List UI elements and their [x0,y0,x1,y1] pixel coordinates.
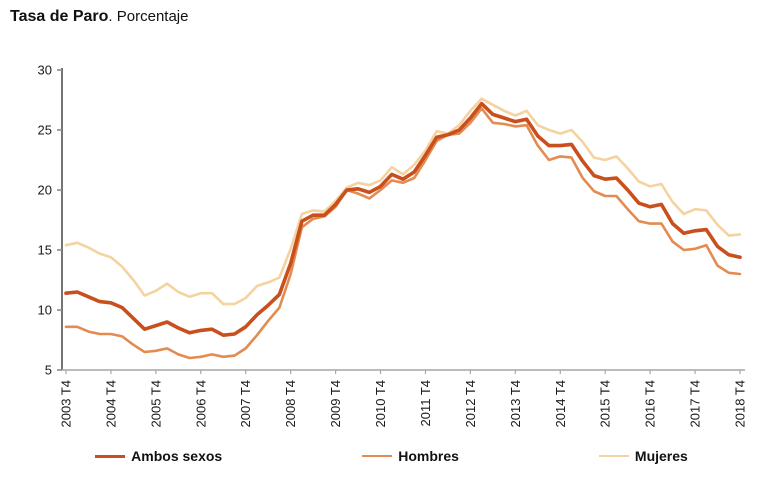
x-tick-label: 2005 T4 [148,380,163,427]
line-ambos-sexos [64,101,742,338]
x-tick-label: 2018 T4 [733,380,748,427]
chart-legend: Ambos sexos Hombres Mujeres [0,441,783,471]
legend-swatch-hombres [362,455,393,457]
x-tick-label: 2013 T4 [508,380,523,427]
x-tick-label: 2011 T4 [418,380,433,427]
y-tick-label: 10 [38,303,52,318]
chart-title: Tasa de Paro. Porcentaje [10,8,188,26]
x-tick-label: 2017 T4 [688,380,703,427]
x-tick-label: 2010 T4 [373,380,388,427]
y-tick-label: 5 [45,363,52,378]
line-hombres [64,107,742,360]
y-tick-label: 15 [38,243,52,258]
y-tick-label: 20 [38,183,52,198]
x-tick-label: 2015 T4 [598,380,613,427]
legend-label-mujeres: Mujeres [634,448,688,464]
x-tick-label: 2003 T4 [59,380,74,427]
chart-title-subtitle: . Porcentaje [108,8,189,25]
line-mujeres [64,97,742,306]
legend-swatch-ambos-sexos [95,454,126,458]
legend-item-mujeres: Mujeres [598,448,688,464]
x-tick-label: 2016 T4 [643,380,658,427]
chart-title-main: Tasa de Paro [10,8,109,25]
x-tick-label: 2007 T4 [238,380,253,427]
x-tick-label: 2009 T4 [328,380,343,427]
x-tick-label: 2004 T4 [103,380,118,427]
y-tick-label: 25 [38,123,52,138]
y-tick-label: 30 [38,63,52,78]
x-tick-label: 2014 T4 [553,380,568,427]
x-tick-label: 2008 T4 [283,380,298,427]
legend-swatch-mujeres [598,455,629,457]
x-tick-label: 2006 T4 [193,380,208,427]
legend-label-hombres: Hombres [398,448,459,464]
legend-item-hombres: Hombres [362,448,459,464]
legend-item-ambos-sexos: Ambos sexos [95,448,222,464]
legend-label-ambos-sexos: Ambos sexos [131,448,223,464]
x-tick-label: 2012 T4 [463,380,478,427]
unemployment-line-chart: 5 10 15 20 25 30 2003 T4 2004 T4 2005 T4 2006 T4 2… [38,63,748,428]
